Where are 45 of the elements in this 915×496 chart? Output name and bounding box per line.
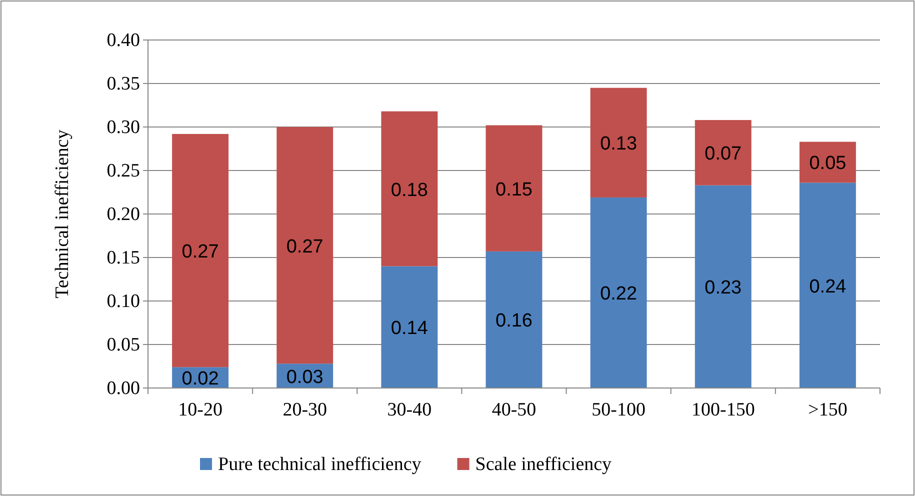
data-label: 0.23	[704, 278, 742, 299]
bar	[276, 127, 334, 364]
bar	[381, 111, 438, 266]
data-label: 0.02	[182, 368, 219, 390]
bar	[486, 125, 542, 252]
data-label: 0.13	[600, 134, 638, 155]
x-tick-label: 100-150	[691, 399, 755, 420]
data-label: 0.18	[390, 180, 428, 201]
x-tick-label: 40-50	[492, 399, 536, 420]
data-label: 0.27	[286, 236, 324, 258]
data-label: 0.05	[809, 153, 846, 174]
y-tick-label: 0.40	[106, 30, 140, 52]
bar	[172, 134, 229, 368]
y-tick-label: 0.30	[106, 117, 140, 138]
bar	[799, 182, 856, 388]
x-tick-label: 30-40	[387, 399, 432, 420]
bar	[590, 88, 647, 198]
data-label: 0.27	[182, 242, 219, 263]
data-label: 0.03	[286, 366, 324, 388]
bar	[694, 120, 752, 186]
y-tick-label: 0.00	[106, 378, 140, 400]
y-tick-label: 0.05	[106, 334, 140, 356]
bar	[694, 185, 752, 388]
data-label: 0.24	[809, 276, 847, 298]
y-axis-title: Technical inefficiency	[52, 129, 73, 298]
data-label: 0.16	[496, 310, 532, 332]
legend-label: Scale inefficiency	[475, 454, 612, 475]
data-label: 0.07	[704, 144, 742, 165]
data-label: 0.14	[390, 318, 428, 340]
y-tick-label: 0.35	[106, 74, 140, 95]
data-label: 0.22	[600, 284, 638, 305]
bar	[590, 197, 647, 388]
x-tick-label: 50-100	[592, 399, 646, 420]
x-tick-label: >150	[808, 399, 848, 420]
x-tick-label: 20-30	[282, 399, 328, 420]
x-tick-label: 10-20	[178, 399, 222, 420]
data-label: 0.15	[496, 179, 532, 200]
bar	[486, 251, 542, 388]
bar	[799, 142, 856, 183]
y-tick-label: 0.25	[106, 160, 140, 182]
y-tick-label: 0.15	[106, 248, 140, 269]
bar	[381, 266, 438, 388]
y-tick-label: 0.10	[106, 291, 140, 312]
y-tick-label: 0.20	[106, 204, 140, 226]
legend-label: Pure technical inefficiency	[218, 454, 422, 475]
